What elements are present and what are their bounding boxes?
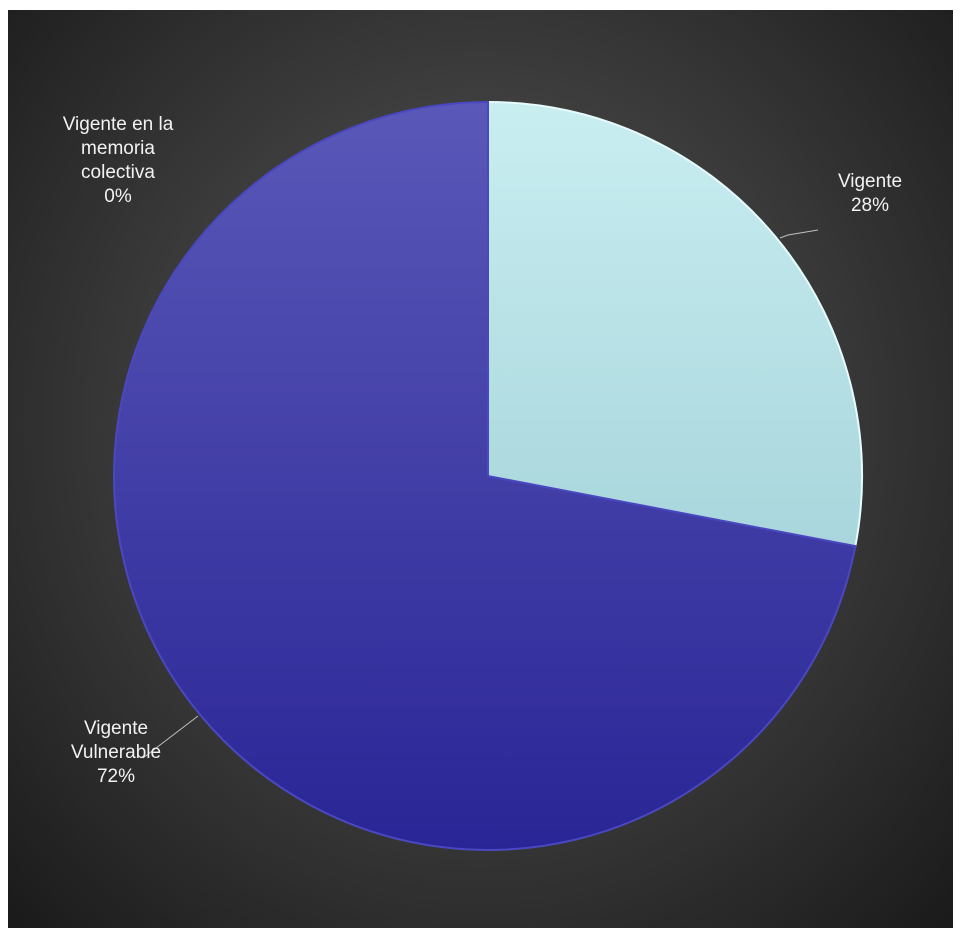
slice-value-label: 0% bbox=[104, 186, 132, 207]
slice-label-2: Vigente Vulnerable 72% bbox=[71, 718, 161, 787]
slice-label-3: Vigente en la memoria colectiva 0% bbox=[63, 114, 174, 207]
slice-category-label: Vigente bbox=[84, 718, 148, 739]
slice-value-label: 28% bbox=[851, 195, 889, 216]
leader-line-2 bbox=[142, 715, 199, 759]
slice-category-label: Vigente bbox=[838, 171, 902, 192]
pie-chart: Vigente 28% Vigente Vulnerable 72% Vigente en… bbox=[63, 100, 902, 851]
leader-line-1 bbox=[779, 229, 819, 239]
slices bbox=[113, 100, 863, 851]
pie-slice-2 bbox=[113, 100, 857, 851]
slice-labels: Vigente 28% Vigente Vulnerable 72% Vigente en… bbox=[63, 114, 902, 787]
pie-slice-1 bbox=[487, 100, 863, 548]
slice-category-label: Vulnerable bbox=[71, 742, 161, 763]
slice-category-label: memoria bbox=[81, 138, 155, 159]
slice-category-label: Vigente en la bbox=[63, 114, 174, 135]
chart-area: Vigente 28% Vigente Vulnerable 72% Vigente en… bbox=[8, 10, 953, 928]
leader-lines bbox=[142, 229, 819, 759]
slice-label-1: Vigente 28% bbox=[838, 171, 902, 216]
slice-category-label: colectiva bbox=[81, 162, 155, 183]
slice-value-label: 72% bbox=[97, 766, 135, 787]
